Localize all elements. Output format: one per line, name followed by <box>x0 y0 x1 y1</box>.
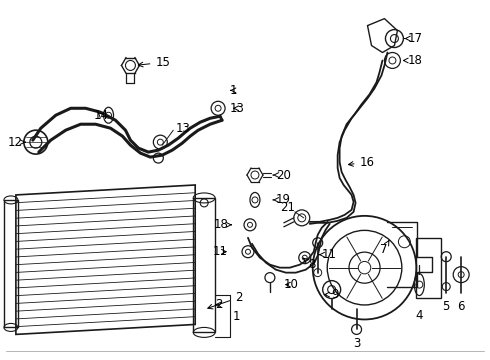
Text: 8: 8 <box>303 258 316 271</box>
Bar <box>193 198 215 332</box>
Text: 5: 5 <box>442 300 450 312</box>
Text: 13: 13 <box>175 122 190 135</box>
Text: 17: 17 <box>405 32 422 45</box>
Text: 4: 4 <box>416 310 423 323</box>
Text: 18: 18 <box>213 218 231 231</box>
Text: 6: 6 <box>457 300 465 312</box>
Text: 20: 20 <box>273 168 291 181</box>
Text: 16: 16 <box>348 156 374 168</box>
Text: 21: 21 <box>280 201 295 215</box>
Text: 10: 10 <box>284 278 299 291</box>
Text: 14: 14 <box>94 109 108 122</box>
Text: 1: 1 <box>230 84 238 97</box>
Text: 7: 7 <box>380 240 389 256</box>
Text: 2: 2 <box>215 298 222 311</box>
Text: 11: 11 <box>213 245 228 258</box>
Bar <box>416 238 441 298</box>
Text: 3: 3 <box>353 337 360 350</box>
Bar <box>4 200 18 328</box>
Text: 15: 15 <box>138 56 170 69</box>
Text: 12: 12 <box>8 136 25 149</box>
Text: 19: 19 <box>273 193 291 206</box>
Text: 1: 1 <box>233 310 241 323</box>
Text: 9: 9 <box>325 288 339 301</box>
Text: 2: 2 <box>208 291 243 309</box>
Text: 11: 11 <box>319 248 337 261</box>
Text: 13: 13 <box>230 102 245 115</box>
Text: 18: 18 <box>403 54 422 67</box>
